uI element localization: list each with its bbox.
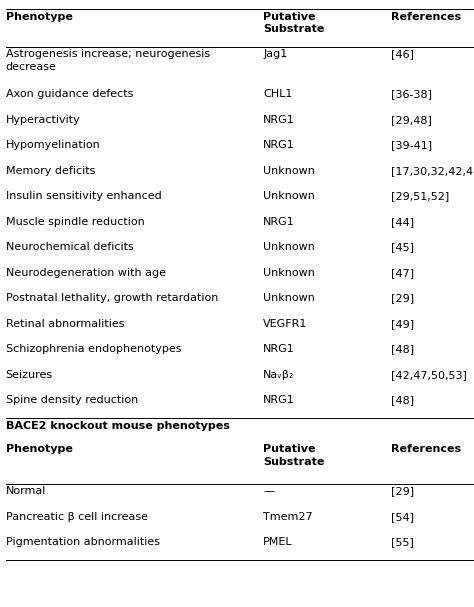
Text: Astrogenesis increase; neurogenesis
decrease: Astrogenesis increase; neurogenesis decr…: [6, 49, 210, 72]
Text: [29,48]: [29,48]: [391, 115, 432, 124]
Text: Neurodegeneration with age: Neurodegeneration with age: [6, 268, 166, 277]
Text: [29]: [29]: [391, 486, 414, 496]
Text: [29,51,52]: [29,51,52]: [391, 191, 449, 201]
Text: [49]: [49]: [391, 319, 414, 328]
Text: [17,30,32,42,43]: [17,30,32,42,43]: [391, 166, 474, 175]
Text: NRG1: NRG1: [263, 344, 295, 354]
Text: Phenotype: Phenotype: [6, 444, 73, 454]
Text: VEGFR1: VEGFR1: [263, 319, 308, 328]
Text: Unknown: Unknown: [263, 242, 315, 252]
Text: NRG1: NRG1: [263, 395, 295, 405]
Text: —: —: [263, 486, 274, 496]
Text: NRG1: NRG1: [263, 217, 295, 226]
Text: [47]: [47]: [391, 268, 414, 277]
Text: Hypomyelination: Hypomyelination: [6, 140, 100, 150]
Text: Tmem27: Tmem27: [263, 512, 313, 521]
Text: CHL1: CHL1: [263, 89, 292, 99]
Text: Muscle spindle reduction: Muscle spindle reduction: [6, 217, 145, 226]
Text: Normal: Normal: [6, 486, 46, 496]
Text: Pigmentation abnormalities: Pigmentation abnormalities: [6, 537, 160, 547]
Text: Unknown: Unknown: [263, 268, 315, 277]
Text: Spine density reduction: Spine density reduction: [6, 395, 138, 405]
Text: Schizophrenia endophenotypes: Schizophrenia endophenotypes: [6, 344, 181, 354]
Text: [36-38]: [36-38]: [391, 89, 432, 99]
Text: Putative
Substrate: Putative Substrate: [263, 12, 324, 34]
Text: [44]: [44]: [391, 217, 414, 226]
Text: [54]: [54]: [391, 512, 414, 521]
Text: Jag1: Jag1: [263, 49, 287, 59]
Text: [29]: [29]: [391, 293, 414, 303]
Text: BACE2 knockout mouse phenotypes: BACE2 knockout mouse phenotypes: [6, 421, 229, 431]
Text: [46]: [46]: [391, 49, 414, 59]
Text: References: References: [391, 12, 461, 21]
Text: [39-41]: [39-41]: [391, 140, 432, 150]
Text: [45]: [45]: [391, 242, 414, 252]
Text: Unknown: Unknown: [263, 293, 315, 303]
Text: Memory deficits: Memory deficits: [6, 166, 95, 175]
Text: References: References: [391, 444, 461, 454]
Text: Pancreatic β cell increase: Pancreatic β cell increase: [6, 512, 148, 521]
Text: Seizures: Seizures: [6, 370, 53, 379]
Text: Unknown: Unknown: [263, 191, 315, 201]
Text: Phenotype: Phenotype: [6, 12, 73, 21]
Text: Unknown: Unknown: [263, 166, 315, 175]
Text: [42,47,50,53]: [42,47,50,53]: [391, 370, 467, 379]
Text: Postnatal lethality, growth retardation: Postnatal lethality, growth retardation: [6, 293, 218, 303]
Text: Insulin sensitivity enhanced: Insulin sensitivity enhanced: [6, 191, 162, 201]
Text: NRG1: NRG1: [263, 140, 295, 150]
Text: PMEL: PMEL: [263, 537, 293, 547]
Text: Neurochemical deficits: Neurochemical deficits: [6, 242, 134, 252]
Text: Axon guidance defects: Axon guidance defects: [6, 89, 133, 99]
Text: [48]: [48]: [391, 344, 414, 354]
Text: [48]: [48]: [391, 395, 414, 405]
Text: [55]: [55]: [391, 537, 414, 547]
Text: Retinal abnormalities: Retinal abnormalities: [6, 319, 124, 328]
Text: Putative
Substrate: Putative Substrate: [263, 444, 324, 467]
Text: NRG1: NRG1: [263, 115, 295, 124]
Text: Naᵥβ₂: Naᵥβ₂: [263, 370, 294, 379]
Text: Hyperactivity: Hyperactivity: [6, 115, 81, 124]
